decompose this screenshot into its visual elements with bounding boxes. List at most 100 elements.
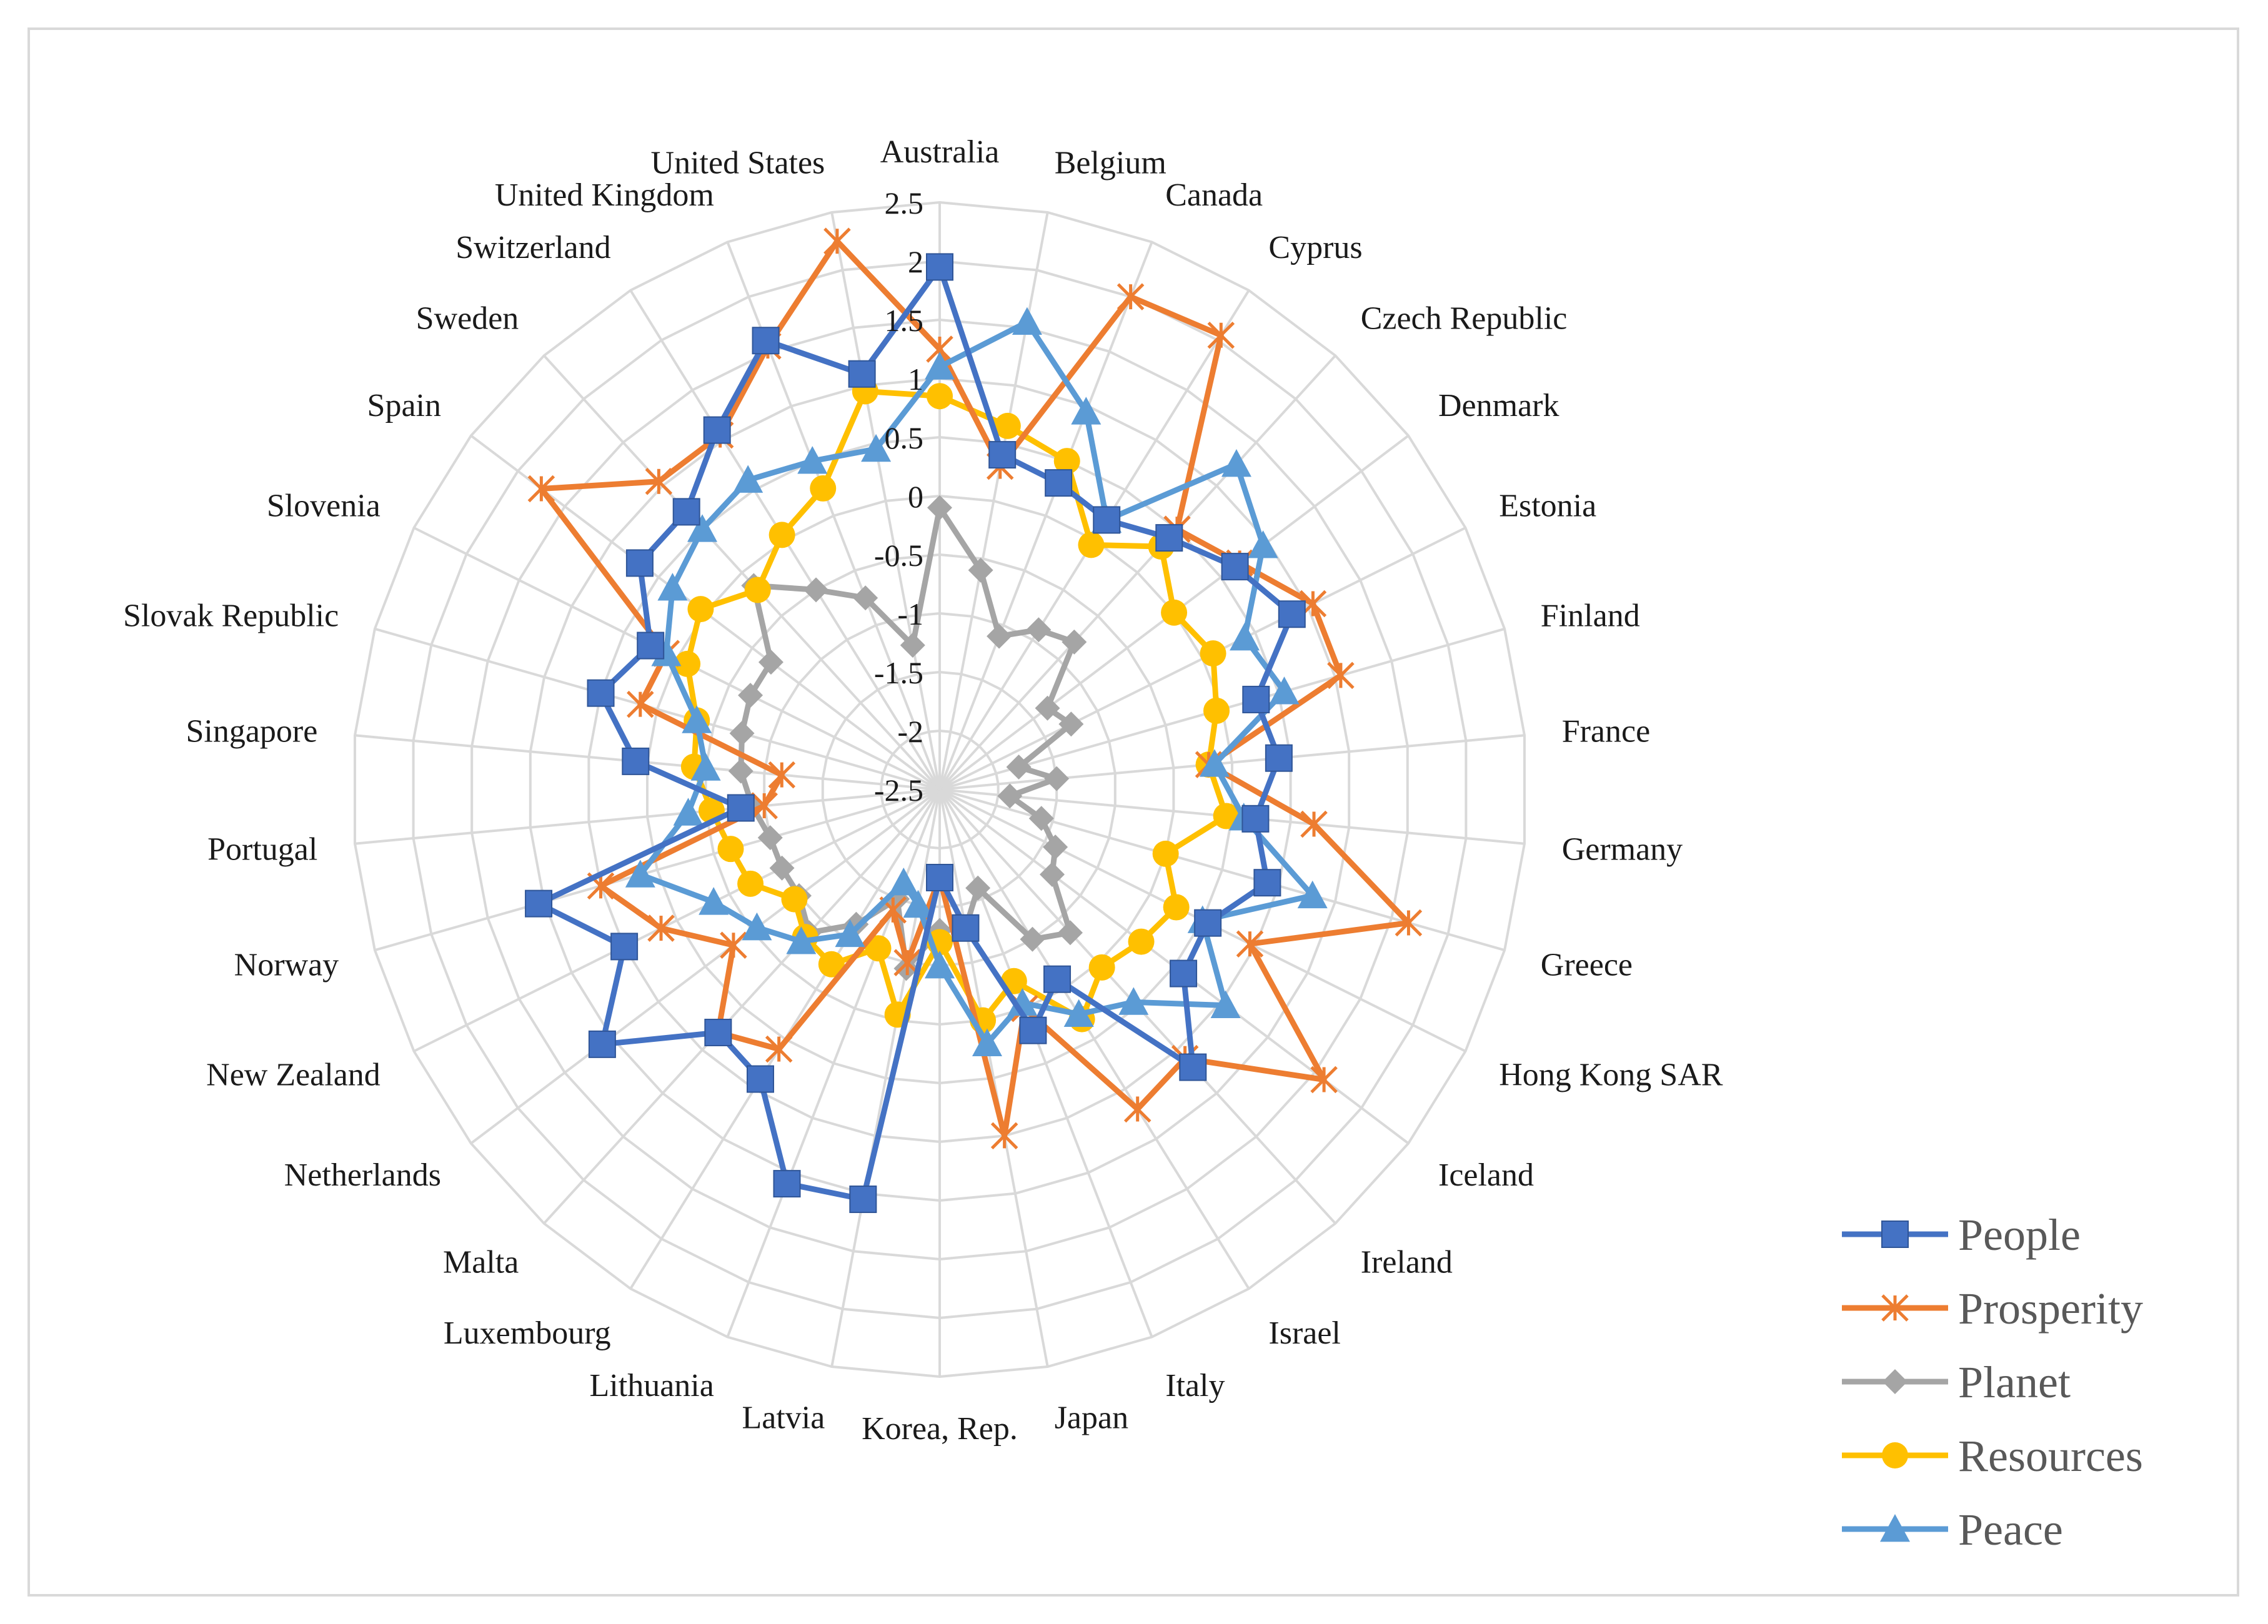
tick-label: 2	[908, 244, 923, 279]
data-point-people	[1265, 744, 1293, 772]
data-point-peace	[1012, 307, 1042, 335]
grid-spoke	[938, 788, 1250, 1290]
category-label: Sweden	[416, 301, 519, 337]
data-point-peace	[657, 573, 688, 601]
category-label: Cyprus	[1268, 230, 1362, 265]
tick-label: -1	[897, 597, 923, 631]
category-label: Greece	[1541, 948, 1633, 983]
data-point-peace	[925, 352, 955, 380]
series-peace	[625, 307, 1328, 1056]
category-label: Hong Kong SAR	[1499, 1057, 1723, 1093]
category-label: Luxembourg	[444, 1315, 611, 1351]
data-point-prosperity	[645, 468, 673, 495]
data-point-resources	[687, 596, 714, 623]
data-point-people	[625, 549, 654, 577]
data-point-prosperity	[720, 931, 747, 959]
data-point-people	[587, 679, 615, 707]
grid-spoke	[543, 788, 941, 1225]
data-point-resources	[674, 650, 701, 677]
data-point-peace	[925, 951, 955, 979]
data-point-people	[952, 914, 980, 942]
grid-spoke	[938, 789, 1049, 1367]
data-point-resources	[927, 383, 953, 410]
legend-marker-planet	[1883, 1369, 1907, 1394]
grid-spoke	[413, 788, 940, 1052]
data-point-people	[926, 253, 953, 281]
legend-item-prosperity: Prosperity	[1842, 1284, 2143, 1334]
data-point-people	[1278, 600, 1306, 628]
category-label: Spain	[367, 388, 441, 423]
series-people	[525, 253, 1306, 1214]
data-point-people	[610, 933, 639, 961]
category-label: United Kingdom	[495, 177, 714, 213]
data-point-peace	[1071, 397, 1102, 425]
category-label: Iceland	[1438, 1157, 1534, 1193]
data-point-prosperity	[647, 914, 675, 942]
legend-item-resources: Resources	[1842, 1431, 2143, 1481]
data-point-planet	[728, 758, 754, 784]
category-label: Netherlands	[284, 1157, 441, 1193]
data-point-peace	[1063, 999, 1094, 1027]
category-label: Canada	[1165, 177, 1263, 213]
legend-label-people: People	[1958, 1210, 2081, 1260]
data-point-peace	[1221, 448, 1251, 477]
category-label: Czech Republic	[1361, 301, 1568, 337]
data-point-resources	[744, 577, 771, 603]
data-point-people	[1253, 869, 1281, 897]
data-point-resources	[865, 935, 892, 962]
legend-label-planet: Planet	[1958, 1357, 2071, 1407]
grid-spoke	[938, 212, 1049, 790]
data-point-people	[746, 1065, 774, 1093]
data-point-planet	[738, 683, 763, 708]
data-point-people	[704, 1019, 732, 1047]
data-point-people	[727, 794, 755, 822]
legend-item-peace: Peace	[1842, 1505, 2063, 1555]
data-point-people	[848, 360, 876, 388]
data-point-prosperity	[750, 792, 778, 819]
data-point-people	[926, 864, 953, 891]
category-label: Malta	[443, 1244, 519, 1280]
data-point-people	[1241, 805, 1270, 833]
category-label: Lithuania	[590, 1368, 714, 1404]
data-point-peace	[1230, 622, 1260, 651]
data-point-people	[752, 327, 780, 355]
data-point-people	[849, 1186, 877, 1214]
data-point-people	[637, 631, 665, 660]
data-point-prosperity	[627, 690, 654, 718]
data-point-peace	[1210, 990, 1241, 1018]
data-point-peace	[687, 514, 718, 542]
data-point-peace	[682, 705, 712, 733]
category-label: Finland	[1541, 598, 1640, 633]
data-point-planet	[965, 875, 991, 901]
data-point-planet	[1006, 754, 1032, 780]
data-point-resources	[1161, 599, 1188, 626]
grid-spoke	[939, 734, 1525, 791]
data-point-planet	[1043, 834, 1068, 860]
data-point-resources	[994, 412, 1021, 439]
data-point-peace	[690, 753, 721, 781]
category-label: Germany	[1562, 831, 1683, 867]
series-resources	[674, 378, 1240, 1034]
category-label: Singapore	[186, 714, 317, 750]
data-point-resources	[781, 886, 808, 913]
data-point-resources	[810, 475, 837, 502]
data-point-planet	[1058, 711, 1084, 737]
tick-label: -2.5	[874, 773, 923, 808]
data-point-people	[588, 1030, 616, 1058]
data-point-planet	[900, 633, 925, 658]
grid-spoke	[543, 354, 941, 791]
data-point-peace	[972, 1028, 1002, 1056]
data-point-peace	[835, 919, 865, 948]
category-label: Switzerland	[455, 230, 610, 265]
legend-marker-people	[1881, 1220, 1909, 1248]
data-point-planet	[853, 585, 878, 611]
grid-spoke	[938, 354, 1336, 791]
data-point-resources	[1078, 532, 1105, 558]
data-point-people	[622, 747, 650, 775]
data-point-people	[1170, 959, 1198, 988]
grid-spoke	[470, 788, 941, 1145]
category-label: Latvia	[742, 1400, 825, 1436]
grid-spoke	[374, 788, 940, 952]
legend-marker-peace	[1880, 1514, 1910, 1542]
